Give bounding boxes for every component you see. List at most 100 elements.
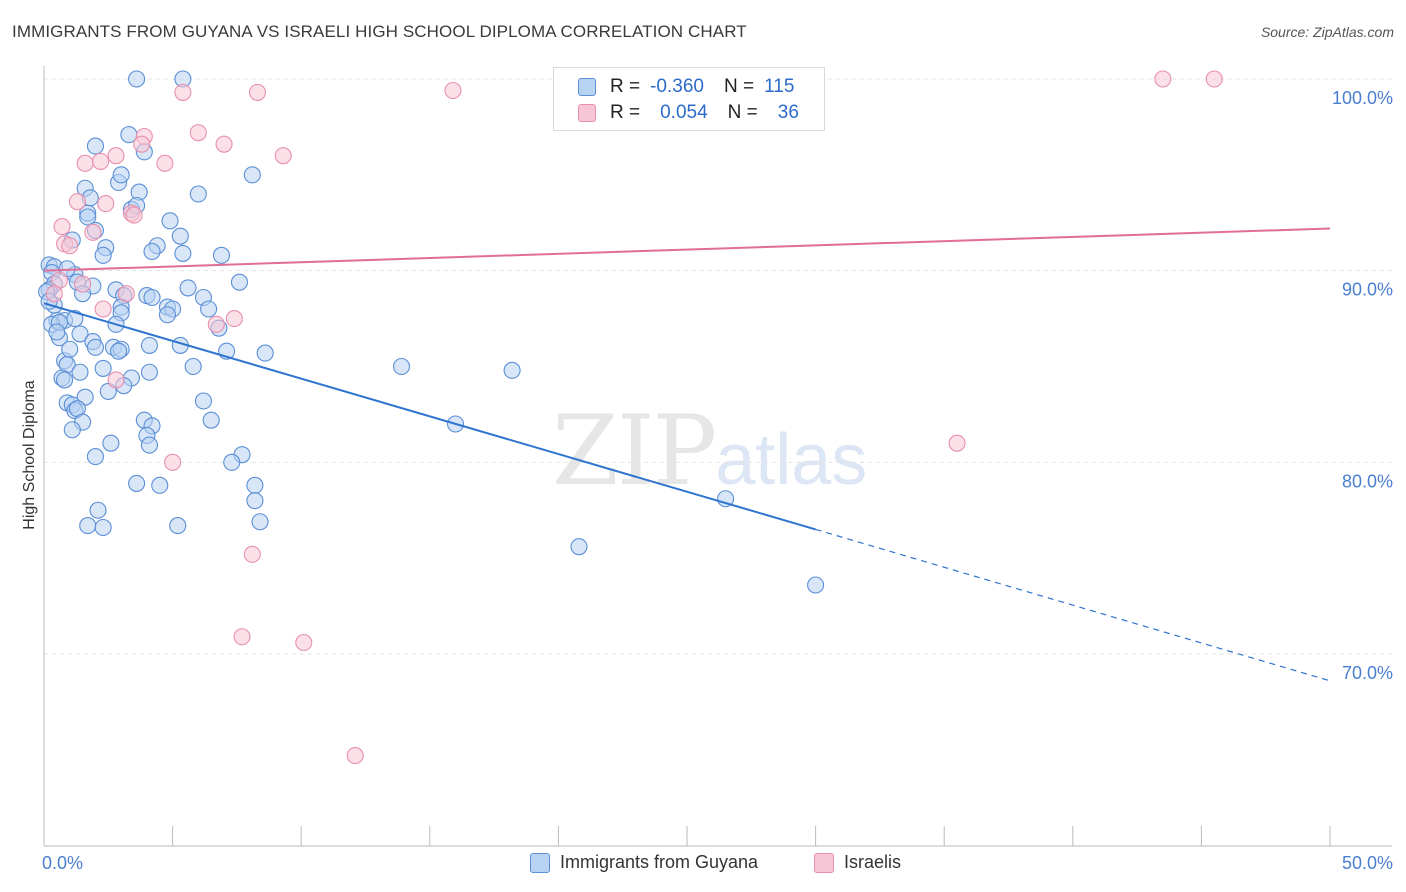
guyana-point	[194, 392, 213, 410]
r-value: 0.054	[660, 102, 708, 123]
israeli-point	[76, 154, 94, 172]
guyana-point	[392, 357, 411, 376]
guyana-point	[223, 453, 241, 471]
guyana-point	[246, 476, 264, 494]
guyana-point	[128, 474, 146, 492]
israeli-point	[125, 206, 143, 224]
legend-swatch-israelis	[814, 852, 834, 873]
stats-legend-row-israelis: R = 0.054 N = 36	[578, 101, 799, 125]
guyana-point	[102, 434, 120, 452]
guyana-trend-line	[43, 302, 816, 531]
legend-item-guyana: Immigrants from Guyana	[530, 852, 758, 873]
israeli-point	[295, 633, 313, 652]
guyana-point	[79, 517, 97, 535]
guyana-point	[189, 185, 207, 203]
guyana-point	[63, 421, 81, 439]
guyana-point	[212, 246, 231, 264]
source-label: Source: ZipAtlas.com	[1260, 24, 1394, 40]
israeli-point	[948, 434, 966, 452]
y-tick-label: 90.0%	[1342, 280, 1393, 300]
guyana-point	[86, 137, 104, 155]
israeli-point	[174, 83, 192, 101]
guyana-point	[246, 492, 264, 510]
r-label: R =	[610, 76, 641, 97]
guyana-point	[171, 227, 189, 245]
israeli-point	[68, 193, 86, 211]
guyana-point	[86, 338, 104, 356]
israelis-swatch	[578, 104, 596, 122]
guyana-point	[110, 342, 128, 360]
r-label: R =	[610, 102, 641, 123]
guyana-point	[158, 306, 177, 324]
guyana-point	[71, 363, 89, 381]
watermark-zip: ZIP	[552, 395, 717, 507]
israeli-point	[53, 218, 71, 236]
guyana-point	[94, 359, 112, 377]
israeli-point	[1154, 70, 1172, 88]
guyana-point	[503, 361, 521, 379]
israeli-point	[346, 747, 364, 765]
stats-legend: R = -0.360 N = 115 R = 0.054 N = 36	[553, 67, 825, 131]
israeli-point	[215, 135, 233, 153]
guyana-point	[140, 363, 159, 381]
israeli-point	[444, 81, 462, 100]
x-tick-label-min: 0.0%	[42, 853, 83, 873]
n-value: 115	[764, 76, 795, 97]
y-tick-label: 70.0%	[1342, 663, 1393, 683]
guyana-point	[61, 340, 79, 358]
guyana-point	[151, 476, 169, 494]
israeli-point	[248, 83, 267, 101]
r-value: -0.360	[650, 76, 704, 97]
legend-label-israelis: Israelis	[844, 852, 902, 872]
guyana-point	[79, 208, 97, 226]
n-label: N =	[727, 102, 758, 123]
guyana-point	[140, 336, 159, 354]
guyana-point	[56, 371, 74, 389]
guyana-point	[251, 513, 269, 531]
guyana-point	[140, 436, 159, 454]
israeli-point	[133, 135, 151, 153]
israeli-point	[97, 195, 115, 213]
israeli-point	[92, 152, 110, 170]
guyana-point	[112, 166, 130, 184]
legend-swatch-guyana	[530, 852, 550, 873]
guyana-point	[184, 357, 202, 376]
guyana-point	[174, 244, 192, 262]
guyana-point	[256, 344, 274, 362]
watermark: ZIPatlas	[552, 395, 867, 507]
israeli-point	[117, 285, 135, 303]
israeli-point	[243, 545, 261, 563]
guyana-point	[202, 411, 220, 429]
guyana-point	[71, 325, 89, 343]
israeli-point	[74, 275, 92, 293]
n-value: 36	[777, 102, 799, 123]
guyana-point	[128, 70, 146, 88]
guyana-point	[570, 538, 588, 556]
israeli-point	[94, 300, 112, 318]
legend-label-guyana: Immigrants from Guyana	[560, 852, 759, 872]
watermark-atlas: atlas	[715, 420, 868, 500]
chart-title: IMMIGRANTS FROM GUYANA VS ISRAELI HIGH S…	[12, 22, 747, 41]
israeli-point	[225, 310, 243, 328]
guyana-point	[143, 288, 161, 307]
israeli-point	[45, 285, 63, 303]
guyana-trend-extension	[815, 528, 1331, 682]
guyana-point	[94, 246, 112, 264]
guyana-point	[179, 279, 197, 297]
guyana-point	[230, 273, 249, 291]
guyana-point	[200, 300, 218, 318]
legend-item-israelis: Israelis	[814, 852, 901, 873]
guyana-point	[86, 448, 104, 466]
israeli-point	[107, 371, 125, 389]
israeli-point	[1205, 70, 1223, 88]
stats-legend-row-guyana: R = -0.360 N = 115	[578, 75, 794, 99]
guyana-swatch	[578, 78, 596, 96]
israeli-trend-line	[43, 227, 1331, 272]
israeli-point	[189, 124, 207, 142]
guyana-point	[94, 518, 112, 537]
israeli-point	[164, 453, 182, 471]
guyana-point	[143, 242, 161, 261]
israeli-point	[61, 237, 79, 255]
israeli-point	[107, 147, 125, 165]
